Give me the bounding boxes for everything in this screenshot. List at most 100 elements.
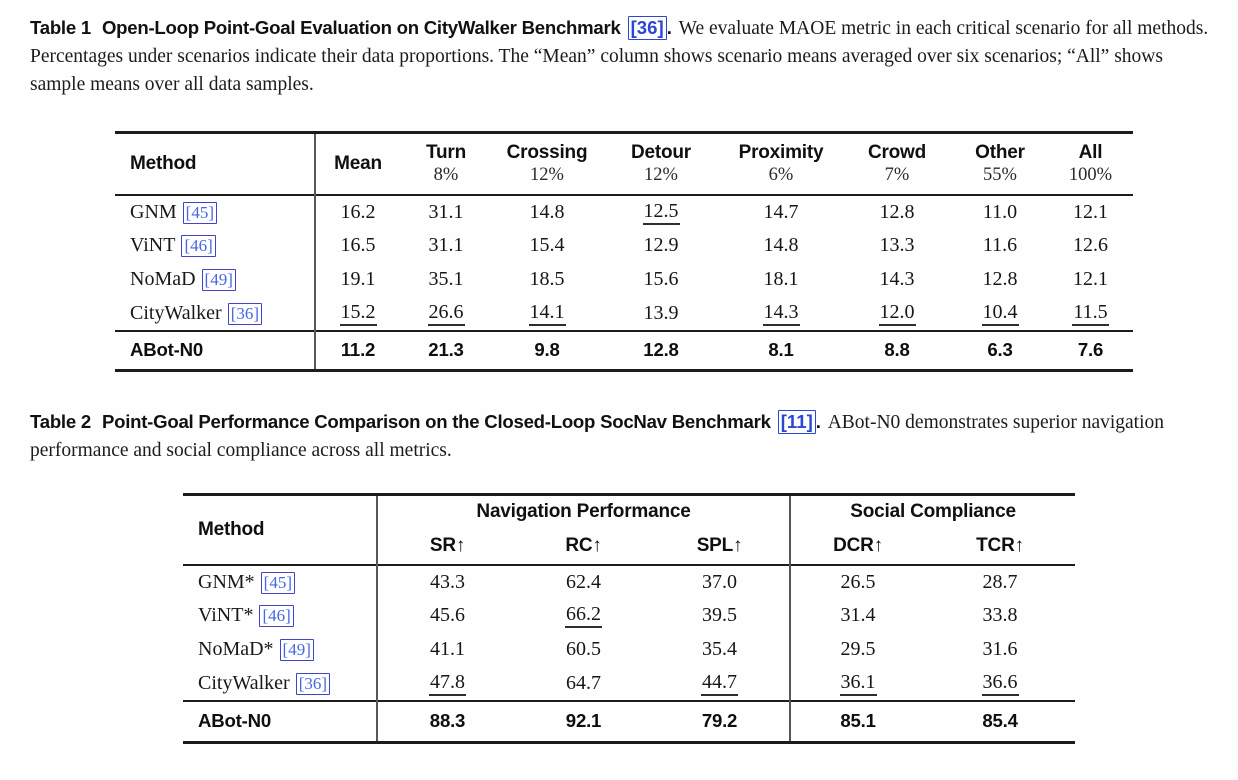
value-cell: 6.3 <box>987 339 1013 361</box>
citation-link[interactable]: [45] <box>260 571 295 594</box>
table2-body: GNM* [45] 43.3 62.4 37.0 26.5 28.7 ViNT* [46] 45.… <box>183 564 1076 701</box>
value-cell: 31.1 <box>400 195 492 229</box>
value-cell: 85.4 <box>982 710 1018 732</box>
table2-column-tcr: TCR↑ <box>925 529 1075 565</box>
citation-link[interactable]: [45] <box>182 201 217 224</box>
value-cell: 19.1 <box>314 262 400 297</box>
table1-row: ViNT [46] 16.5 31.1 15.4 12.9 14.8 13.3 11.6 12.6 <box>115 228 1133 263</box>
table1-abot-method: ABot-N0 <box>130 339 203 361</box>
method-name: CityWalker <box>130 301 222 324</box>
value-cell: 14.1 <box>492 297 602 331</box>
table2-method-header: Method <box>183 495 377 565</box>
value: 36.1 <box>839 671 877 696</box>
value: 11.5 <box>1072 301 1109 326</box>
value-cell: 35.1 <box>400 263 492 297</box>
value: 11.0 <box>982 200 1018 223</box>
table2-foot: ABot-N0 88.3 92.1 79.2 85.1 85.4 <box>183 700 1075 743</box>
value-cell: 10.4 <box>952 297 1048 331</box>
table2-abot-row: ABot-N0 88.3 92.1 79.2 85.1 85.4 <box>183 700 1075 743</box>
value-cell: 92.1 <box>565 710 602 732</box>
value: 29.5 <box>840 638 876 660</box>
value-cell: 31.4 <box>789 598 926 633</box>
value: 14.8 <box>529 200 565 223</box>
value: 33.8 <box>982 604 1018 626</box>
column-label: Proximity <box>738 141 824 163</box>
column-proportion: 6% <box>768 164 794 185</box>
value-cell: 44.7 <box>650 667 790 701</box>
value-cell: 14.3 <box>842 263 952 297</box>
table2-caption-period: . <box>815 411 821 432</box>
value-cell: 14.3 <box>720 297 842 331</box>
column-label: Turn <box>425 141 466 163</box>
citation-link[interactable]: [49] <box>201 269 236 291</box>
value: 14.8 <box>763 234 799 256</box>
value: 45.6 <box>430 604 465 626</box>
value-cell: 12.1 <box>1048 195 1133 229</box>
table1-body: GNM [45] 16.2 31.1 14.8 12.5 14.7 12.8 11.0 12.1 V… <box>115 194 1133 331</box>
table1-foot: ABot-N0 11.2 21.3 9.8 12.8 8.1 8.8 6.3 7.6 <box>115 330 1133 371</box>
table2-abot-method: ABot-N0 <box>198 710 271 732</box>
column-label: DCR↑ <box>833 535 883 556</box>
value: 35.1 <box>428 268 464 290</box>
value: 28.7 <box>982 570 1018 593</box>
value-cell: 28.7 <box>925 565 1075 599</box>
citation-link[interactable]: [36] <box>295 672 331 695</box>
table2-column-sr: SR↑ <box>376 528 517 565</box>
value-cell: 8.1 <box>768 339 794 361</box>
group-label: Navigation Performance <box>476 501 691 523</box>
value: 31.1 <box>428 200 464 223</box>
table2-caption: Table 2 Point-Goal Performance Comparison… <box>30 408 1214 465</box>
table2-row: NoMaD* [49] 41.1 60.5 35.4 29.5 31.6 <box>183 632 1075 667</box>
column-proportion: 8% <box>433 164 459 185</box>
table2-caption-citation-link[interactable]: [11] <box>777 410 816 434</box>
value-cell: 13.3 <box>842 229 952 263</box>
group-label: Social Compliance <box>850 501 1016 523</box>
value: 31.4 <box>840 604 876 626</box>
table1-caption-title: Open-Loop Point-Goal Evaluation on CityW… <box>101 17 621 38</box>
value-cell: 11.5 <box>1048 297 1133 331</box>
method-name: GNM <box>130 200 177 223</box>
table2-row: GNM* [45] 43.3 62.4 37.0 26.5 28.7 <box>183 564 1075 599</box>
value-cell: 11.0 <box>952 195 1048 229</box>
citation-link[interactable]: [49] <box>279 639 314 661</box>
value-cell: 39.5 <box>650 599 790 633</box>
table1-maoe-results: Method Mean Turn 8% Crossing 12% Detour 12% Prox… <box>115 131 1133 372</box>
table1-column-turn: Turn 8% <box>400 133 492 195</box>
value: 12.8 <box>879 200 915 223</box>
citation-link[interactable]: [46] <box>181 235 216 257</box>
table2-caption-body: ABot-N0 demonstrates superior navigation… <box>30 412 1165 461</box>
value-cell: 26.5 <box>789 564 926 599</box>
value-cell: 45.6 <box>376 598 517 633</box>
table2-method-cell: ViNT* [46] <box>183 599 377 633</box>
table1-caption-citation-link[interactable]: [36] <box>627 16 667 40</box>
value-cell: 12.8 <box>842 195 952 229</box>
value: 31.1 <box>428 234 464 256</box>
table1-row: GNM [45] 16.2 31.1 14.8 12.5 14.7 12.8 11.0 12.1 <box>115 194 1133 229</box>
citation-link[interactable]: [46] <box>259 605 294 627</box>
table1-caption-tag: Table 1 <box>30 17 91 38</box>
value-cell: 88.3 <box>376 700 517 743</box>
table2-row: ViNT* [46] 45.6 66.2 39.5 31.4 33.8 <box>183 598 1075 633</box>
citation-link[interactable]: [36] <box>227 302 263 325</box>
value-cell: 13.9 <box>602 297 720 331</box>
table2-caption-tag: Table 2 <box>30 411 91 432</box>
value: 26.6 <box>427 301 465 326</box>
value-cell: 66.2 <box>517 599 650 633</box>
value: 13.9 <box>643 301 679 324</box>
table1-row: NoMaD [49] 19.1 35.1 18.5 15.6 18.1 14.3 12.8 12.… <box>115 262 1133 297</box>
value: 60.5 <box>566 638 601 660</box>
value: 41.1 <box>430 638 465 660</box>
value-cell: 29.5 <box>789 632 926 667</box>
value: 13.3 <box>879 234 915 256</box>
table2-row: CityWalker [36] 47.8 64.7 44.7 36.1 36.6 <box>183 666 1075 701</box>
value-cell: 12.6 <box>1048 229 1133 263</box>
value-cell: 12.8 <box>952 263 1048 297</box>
value-cell: 15.6 <box>602 263 720 297</box>
value: 26.5 <box>840 570 876 593</box>
value: 47.8 <box>429 671 466 696</box>
column-proportion: 7% <box>884 164 910 185</box>
table1-column-mean: Mean <box>314 132 400 195</box>
method-name: NoMaD <box>130 268 196 290</box>
value: 18.5 <box>529 268 565 290</box>
table1-caption: Table 1 Open-Loop Point-Goal Evaluation o… <box>30 14 1214 99</box>
